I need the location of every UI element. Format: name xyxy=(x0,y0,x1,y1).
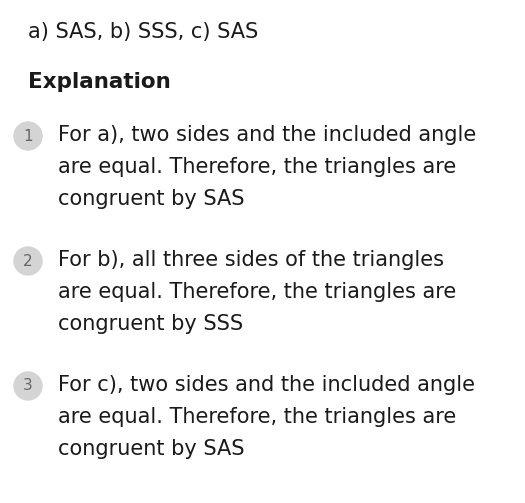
Text: congruent by SSS: congruent by SSS xyxy=(58,314,243,334)
Text: Explanation: Explanation xyxy=(28,72,171,92)
Text: are equal. Therefore, the triangles are: are equal. Therefore, the triangles are xyxy=(58,282,456,302)
Text: are equal. Therefore, the triangles are: are equal. Therefore, the triangles are xyxy=(58,157,456,177)
Text: For c), two sides and the included angle: For c), two sides and the included angle xyxy=(58,375,475,395)
Text: are equal. Therefore, the triangles are: are equal. Therefore, the triangles are xyxy=(58,407,456,427)
Text: congruent by SAS: congruent by SAS xyxy=(58,189,245,209)
Text: a) SAS, b) SSS, c) SAS: a) SAS, b) SSS, c) SAS xyxy=(28,22,258,42)
Text: 3: 3 xyxy=(23,378,33,393)
Text: For b), all three sides of the triangles: For b), all three sides of the triangles xyxy=(58,250,444,270)
Ellipse shape xyxy=(14,247,42,275)
Text: For a), two sides and the included angle: For a), two sides and the included angle xyxy=(58,125,476,145)
Ellipse shape xyxy=(14,372,42,400)
Text: 1: 1 xyxy=(23,128,33,143)
Ellipse shape xyxy=(14,122,42,150)
Text: congruent by SAS: congruent by SAS xyxy=(58,439,245,459)
Text: 2: 2 xyxy=(23,254,33,269)
